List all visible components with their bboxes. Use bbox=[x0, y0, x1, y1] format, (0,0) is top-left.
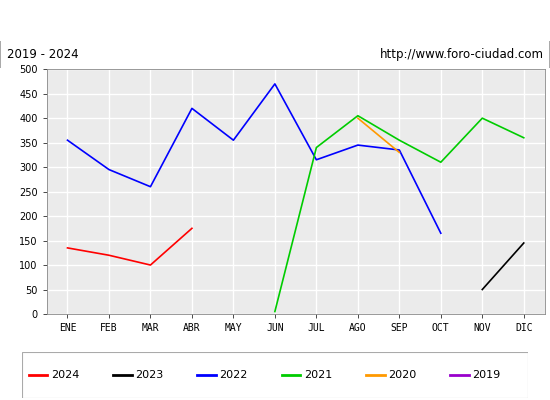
2021 bbox=[437, 160, 444, 165]
Text: 2023: 2023 bbox=[135, 370, 163, 380]
2022 bbox=[189, 106, 195, 111]
Line: 2022: 2022 bbox=[68, 84, 441, 233]
2022 bbox=[230, 138, 236, 142]
2023 bbox=[520, 241, 527, 246]
2022 bbox=[64, 138, 71, 142]
Line: 2024: 2024 bbox=[68, 228, 192, 265]
Text: 2019: 2019 bbox=[472, 370, 500, 380]
Text: http://www.foro-ciudad.com: http://www.foro-ciudad.com bbox=[379, 48, 543, 61]
2024 bbox=[64, 246, 71, 250]
2021 bbox=[479, 116, 486, 120]
2020 bbox=[396, 150, 403, 155]
2024 bbox=[189, 226, 195, 231]
2021 bbox=[520, 135, 527, 140]
2022 bbox=[106, 167, 112, 172]
2022 bbox=[272, 82, 278, 86]
Line: 2023: 2023 bbox=[482, 243, 524, 290]
2021 bbox=[355, 113, 361, 118]
Line: 2021: 2021 bbox=[275, 116, 524, 312]
Text: Evolucion Nº Turistas Nacionales en el municipio de Pelayos del Arroyo: Evolucion Nº Turistas Nacionales en el m… bbox=[39, 14, 511, 28]
Text: 2019 - 2024: 2019 - 2024 bbox=[7, 48, 78, 61]
2021 bbox=[313, 145, 320, 150]
2023 bbox=[479, 287, 486, 292]
2020 bbox=[355, 116, 361, 120]
Text: 2020: 2020 bbox=[388, 370, 416, 380]
2022 bbox=[147, 184, 154, 189]
2022 bbox=[396, 148, 403, 152]
2024 bbox=[147, 263, 154, 268]
Text: 2024: 2024 bbox=[51, 370, 79, 380]
Bar bbox=[0, 41, 1, 68]
Text: 2021: 2021 bbox=[304, 370, 332, 380]
Bar bbox=[549, 41, 550, 68]
2021 bbox=[396, 138, 403, 142]
2022 bbox=[355, 143, 361, 148]
Text: 2022: 2022 bbox=[219, 370, 248, 380]
2022 bbox=[437, 231, 444, 236]
2022 bbox=[313, 157, 320, 162]
Line: 2020: 2020 bbox=[358, 118, 399, 152]
2021 bbox=[272, 309, 278, 314]
2024 bbox=[106, 253, 112, 258]
